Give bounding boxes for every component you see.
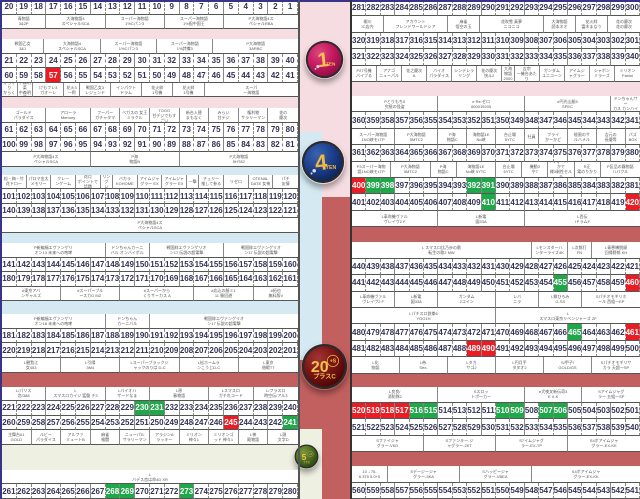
- svg-text:1: 1: [316, 49, 330, 72]
- svg-text:TEN: TEN: [326, 62, 336, 67]
- svg-text:YEN: YEN: [326, 165, 337, 171]
- svg-text:+S: +S: [330, 359, 337, 365]
- svg-text:プラスC: プラスC: [313, 373, 336, 381]
- svg-text:5: 5: [302, 452, 307, 462]
